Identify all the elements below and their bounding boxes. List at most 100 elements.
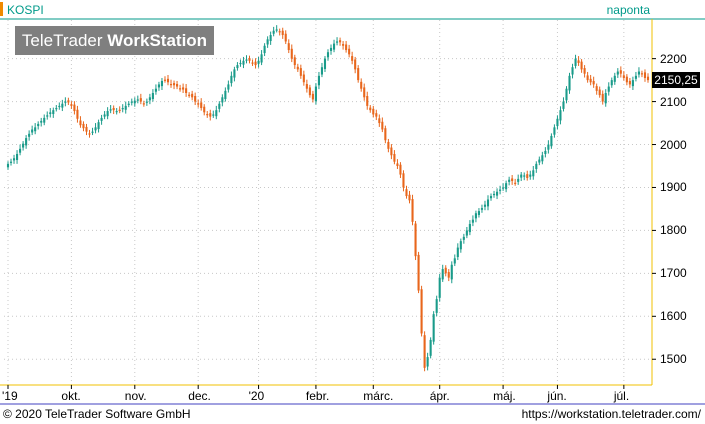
candle-body [438,277,441,298]
y-tick-label: 1700 [660,266,687,281]
candle-body [37,123,40,127]
x-tick-label: okt. [61,389,81,403]
candle-body [230,75,233,84]
candle-body [281,30,284,36]
y-tick-label: 2200 [660,51,687,66]
candle-body [248,58,251,61]
candle-body [40,120,43,123]
candle-body [317,75,320,86]
candle-body [320,67,324,75]
candle-body [586,75,589,81]
instrument-label[interactable]: KOSPI [7,3,44,17]
candle-body [22,143,25,148]
candle-body [348,48,351,55]
candle-body [583,68,586,74]
candle-body [12,158,16,161]
candle-body [79,120,82,126]
candle-body [52,110,55,115]
candle-body [263,45,266,54]
x-tick-label: dec. [188,389,211,403]
candle-body [257,60,260,64]
candle-body [91,131,94,133]
candle-body [411,199,414,222]
candle-body [133,100,136,104]
candle-body [339,40,342,43]
candle-body [293,57,296,66]
candle-body [643,72,647,78]
candle-body [275,29,278,31]
candle-body [227,84,230,90]
candle-body [529,174,532,177]
candle-body [46,115,49,117]
candle-body [508,179,511,182]
candle-body [100,117,103,121]
candle-body [408,194,411,201]
candle-body [296,66,299,70]
candle-body [31,129,34,133]
candle-body [121,108,124,110]
candle-body [342,44,345,46]
candle-body [517,178,520,182]
candle-body [538,159,541,163]
candle-body [372,108,375,115]
candle-body [351,56,354,61]
candle-body [55,108,58,110]
candle-body [502,187,505,189]
candle-body [402,173,405,188]
instrument-accent-bar [0,2,3,16]
candle-body [176,83,179,87]
candle-body [462,236,465,240]
candle-body [459,241,462,250]
candle-body [556,118,559,127]
candle-body [523,175,526,177]
candle-body [336,41,339,43]
candle-body [568,75,571,91]
candle-body [148,97,151,101]
candle-body [604,93,607,104]
interval-label[interactable]: naponta [606,3,650,17]
candle-body [489,196,493,199]
candle-body [323,58,327,69]
y-tick-label: 1800 [660,223,687,238]
candle-body [203,106,206,113]
candle-body [571,67,574,75]
candle-body [456,247,459,258]
candle-body [444,267,447,274]
y-tick-label: 1900 [660,180,687,195]
candle-body [565,88,568,101]
candle-body [526,174,529,179]
watermark-text-bold: WorkStation [107,31,208,50]
candle-body [465,230,468,236]
candle-body [595,86,598,91]
candle-body [390,147,393,156]
source-url[interactable]: https://workstation.teletrader.com/ [521,407,701,421]
candle-body [544,150,547,154]
candle-body [215,110,218,117]
candle-body [172,83,176,86]
candle-body [194,96,197,102]
candle-body [532,170,535,177]
candle-body [115,111,118,113]
candle-body [49,112,52,115]
candle-body [112,108,115,111]
grid-lines [4,20,652,385]
candle-body [631,80,634,87]
candle-body [67,100,70,103]
candle-body [429,339,432,356]
candles [6,25,650,372]
x-tick-label: márc. [363,389,394,403]
copyright-text: © 2020 TeleTrader Software GmbH [3,407,191,421]
candle-body [577,60,580,63]
y-tick-label: 1600 [660,309,687,324]
candle-body [420,289,423,334]
candle-body [646,76,650,81]
candle-body [136,99,139,101]
candle-body [28,133,31,137]
candle-body [209,113,212,117]
candle-body [329,47,333,51]
candle-body [88,133,91,135]
candle-body [441,269,444,280]
candle-body [218,103,221,109]
candle-body [130,101,133,103]
